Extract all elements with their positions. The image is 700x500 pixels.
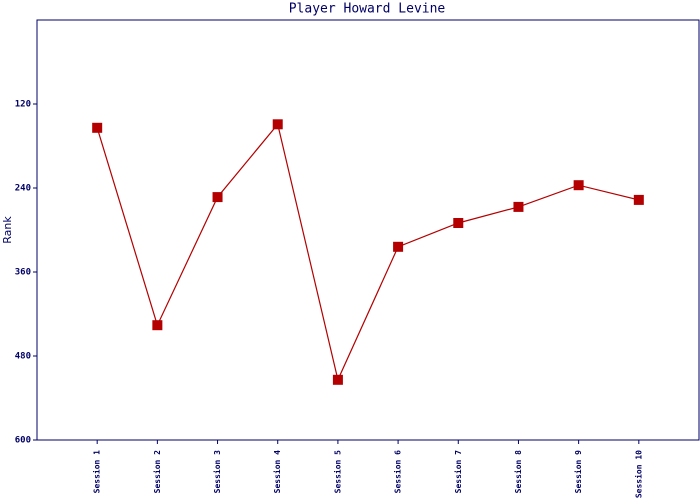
y-tick-label: 240 <box>15 184 31 194</box>
chart-title: Player Howard Levine <box>289 2 446 17</box>
x-tick-label: Session 6 <box>393 450 403 494</box>
point-marker <box>152 320 163 331</box>
x-tick-label: Session 9 <box>573 450 583 494</box>
y-tick-label: 120 <box>15 100 31 110</box>
x-tick-label: Session 10 <box>633 450 643 498</box>
point-marker <box>212 192 223 203</box>
x-tick-label: Session 3 <box>212 450 222 494</box>
point-marker <box>453 218 464 228</box>
point-marker <box>272 119 283 130</box>
point-marker <box>633 194 644 205</box>
y-axis-label: Rank <box>1 216 14 244</box>
x-tick-label: Session 2 <box>152 450 162 494</box>
plot-frame <box>36 19 700 441</box>
y-tick-label: 600 <box>15 436 31 446</box>
point-marker <box>92 122 103 133</box>
y-tick-label: 480 <box>15 352 31 362</box>
x-tick-label: Session 8 <box>513 450 523 494</box>
y-tick-label: 360 <box>15 268 31 278</box>
x-tick-label: Session 5 <box>332 450 342 494</box>
point-marker <box>332 374 343 385</box>
x-tick-label: Session 7 <box>453 450 463 494</box>
x-tick-label: Session 1 <box>92 450 102 494</box>
point-marker <box>573 180 584 191</box>
point-marker <box>513 201 524 212</box>
series-line <box>96 122 639 382</box>
point-marker <box>393 241 404 252</box>
x-tick-label: Session 4 <box>272 450 282 494</box>
